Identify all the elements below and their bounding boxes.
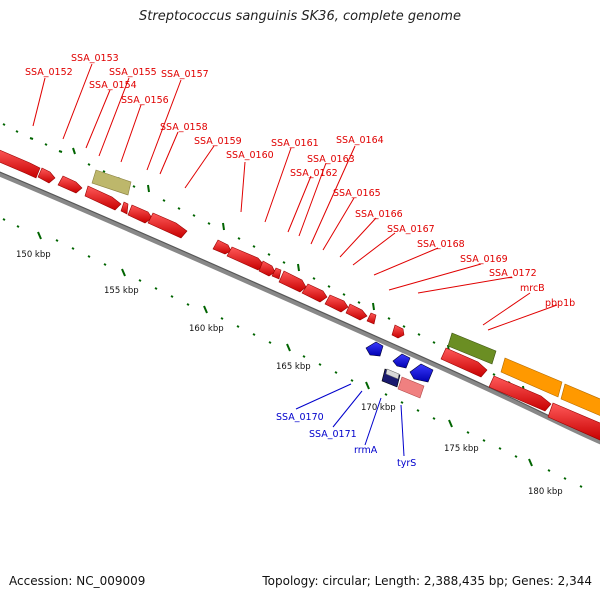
gene-block-pink[interactable] (397, 376, 425, 399)
gene-arrow[interactable] (345, 303, 368, 321)
gene-arrow[interactable] (37, 167, 56, 184)
gene-label[interactable]: SSA_0166 (355, 209, 403, 220)
gene-arrow[interactable] (0, 148, 41, 179)
gene-label[interactable]: SSA_0153 (71, 53, 119, 64)
gene-arrow-blue[interactable] (365, 341, 384, 357)
gene-arrow[interactable] (391, 324, 405, 339)
gene-label[interactable]: SSA_0158 (160, 122, 208, 133)
topology-label: Topology: circular; Length: 2,388,435 bp… (262, 574, 592, 588)
gene-arrow-blue[interactable] (409, 363, 434, 383)
gene-label[interactable]: SSA_0171 (309, 429, 357, 440)
gene-label[interactable]: rrmA (354, 445, 378, 456)
gene-label[interactable]: SSA_0156 (121, 95, 169, 106)
forward-gene-track (0, 148, 600, 441)
gene-arrow[interactable] (366, 312, 377, 325)
gene-label[interactable]: SSA_0159 (194, 136, 242, 147)
gene-arrow[interactable] (127, 204, 153, 224)
gene-label[interactable]: SSA_0168 (417, 239, 465, 250)
gene-arrow[interactable] (488, 375, 552, 412)
gene-label[interactable]: SSA_0152 (25, 67, 73, 78)
gene-arrow[interactable] (278, 270, 307, 293)
gene-label[interactable]: SSA_0163 (307, 154, 355, 165)
gene-arrow[interactable] (258, 260, 276, 277)
gene-label[interactable]: SSA_0155 (109, 67, 157, 78)
scale-label-150: 150 kbp (16, 250, 51, 260)
gene-arrow[interactable] (226, 246, 265, 271)
gene-label[interactable]: SSA_0157 (161, 69, 209, 80)
gene-block-khaki[interactable] (91, 169, 132, 196)
accession-label: Accession: NC_009009 (9, 574, 146, 588)
gene-arrow[interactable] (324, 294, 349, 313)
gene-label[interactable]: pbp1b (545, 298, 575, 309)
scale-label-180: 180 kbp (528, 487, 563, 497)
genome-backbone (0, 171, 600, 445)
gene-arrow[interactable] (120, 201, 129, 215)
gene-label[interactable]: SSA_0154 (89, 80, 137, 91)
gene-arrow[interactable] (440, 347, 488, 378)
gene-arrow[interactable] (147, 212, 188, 239)
gene-arrow-blue[interactable] (392, 353, 411, 369)
gene-label[interactable]: SSA_0172 (489, 268, 537, 279)
gene-label[interactable]: SSA_0165 (333, 188, 381, 199)
inner-tick-ring (2, 218, 583, 488)
gene-arrow[interactable] (57, 175, 83, 194)
scale-label-165: 165 kbp (276, 362, 311, 372)
map-title: Streptococcus sanguinis SK36, complete g… (139, 9, 461, 24)
gene-arrow[interactable] (212, 239, 232, 255)
gene-label[interactable]: SSA_0167 (387, 224, 435, 235)
blue-leader-lines (295, 383, 405, 457)
reverse-gene-track (365, 341, 434, 399)
red-leader-lines (32, 63, 558, 331)
gene-label[interactable]: tyrS (397, 458, 416, 469)
gene-label[interactable]: mrcB (520, 283, 545, 294)
gene-arrow[interactable] (547, 402, 600, 441)
gene-block-orange[interactable] (560, 383, 600, 416)
gene-block-orange[interactable] (500, 357, 563, 398)
gene-arrow[interactable] (271, 267, 282, 280)
scale-label-175: 175 kbp (444, 444, 479, 454)
gene-label[interactable]: SSA_0162 (290, 168, 338, 179)
scale-label-170: 170 kbp (361, 403, 396, 413)
scale-label-155: 155 kbp (104, 286, 139, 296)
gene-block-olive[interactable] (447, 332, 497, 365)
gene-arrow[interactable] (301, 283, 328, 303)
gene-label[interactable]: SSA_0160 (226, 150, 274, 161)
gene-block-white[interactable] (385, 368, 400, 380)
gene-label[interactable]: SSA_0161 (271, 138, 319, 149)
gene-label[interactable]: SSA_0169 (460, 254, 508, 265)
gene-label[interactable]: SSA_0170 (276, 412, 324, 423)
gene-arrow[interactable] (84, 185, 122, 211)
scale-label-160: 160 kbp (189, 324, 224, 334)
gene-label[interactable]: SSA_0164 (336, 135, 384, 146)
